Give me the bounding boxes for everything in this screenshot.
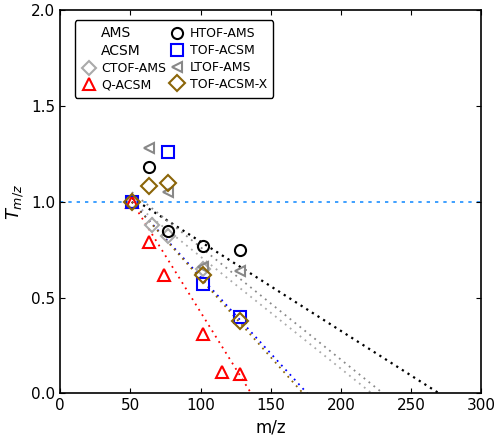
- Y-axis label: $T_{m/z}$: $T_{m/z}$: [4, 183, 26, 220]
- Legend: AMS, ACSM, CTOF-AMS, Q-ACSM, HTOF-AMS, TOF-ACSM, LTOF-AMS, TOF-ACSM-X: AMS, ACSM, CTOF-AMS, Q-ACSM, HTOF-AMS, T…: [75, 20, 274, 98]
- X-axis label: m/z: m/z: [256, 419, 286, 437]
